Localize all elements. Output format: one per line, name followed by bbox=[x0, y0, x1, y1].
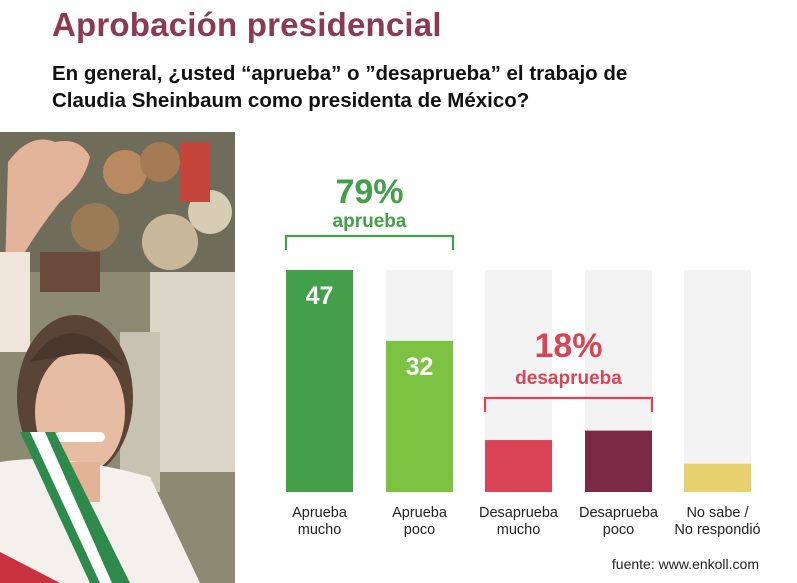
question-subtitle: En general, ¿usted “aprueba” o ”desaprue… bbox=[52, 60, 752, 114]
category-tick-label: No respondió bbox=[674, 522, 760, 538]
category-tick-label: poco bbox=[404, 522, 435, 538]
bar-series bbox=[286, 270, 751, 492]
bar-value-label: 47 bbox=[306, 282, 334, 310]
category-tick-label: Aprueba bbox=[392, 505, 448, 521]
bar bbox=[485, 440, 552, 492]
group-percent-label: 79% bbox=[335, 173, 403, 211]
bar-value-labels: 47 32 bbox=[306, 282, 434, 381]
group-bracket bbox=[284, 234, 455, 250]
bar bbox=[585, 430, 652, 492]
page-title: Aprobación presidencial bbox=[52, 6, 442, 43]
category-tick-label: Aprueba bbox=[292, 505, 348, 521]
source-note: fuente: www.enkoll.com bbox=[611, 556, 759, 572]
category-tick-label: Desaprueba bbox=[579, 505, 659, 521]
bar-value-label: 32 bbox=[406, 353, 434, 381]
category-labels: ApruebamuchoApruebapocoDesapruebamuchoDe… bbox=[292, 505, 761, 538]
bar bbox=[684, 463, 751, 492]
bar bbox=[286, 270, 353, 492]
bar-track bbox=[684, 270, 751, 492]
president-photo bbox=[0, 132, 235, 583]
bar bbox=[386, 340, 453, 492]
category-tick-label: No sabe / bbox=[686, 505, 749, 521]
category-tick-label: poco bbox=[603, 522, 634, 538]
subtitle-line-2: Claudia Sheinbaum como presidenta de Méx… bbox=[52, 89, 530, 112]
group-brackets: 79%aprueba 18% desaprueba bbox=[284, 173, 654, 412]
subtitle-line-1: En general, ¿usted “aprueba” o ”desaprue… bbox=[52, 62, 628, 85]
group-percent-label: 18% bbox=[534, 327, 602, 365]
category-tick-label: mucho bbox=[298, 522, 342, 538]
category-tick-label: mucho bbox=[497, 522, 541, 538]
president-portrait-photo-icon bbox=[0, 132, 235, 583]
group-name-label: aprueba bbox=[333, 211, 407, 232]
group-bracket bbox=[483, 396, 654, 412]
group-name-label: desaprueba bbox=[515, 368, 622, 389]
category-tick-label: Desaprueba bbox=[479, 505, 559, 521]
